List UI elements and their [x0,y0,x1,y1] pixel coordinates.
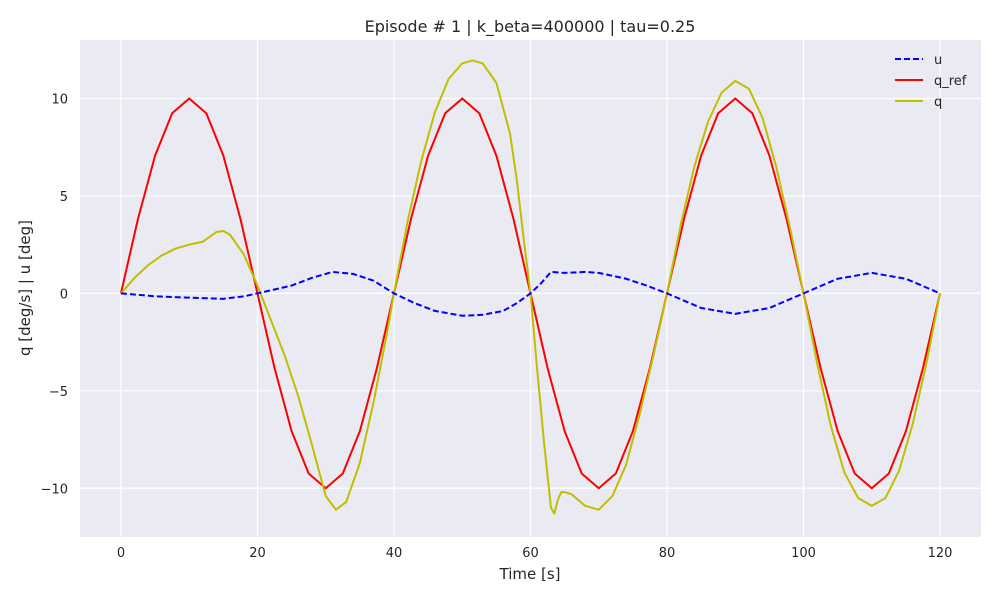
x-tick-label: 0 [117,546,125,561]
chart-title: Episode # 1 | k_beta=400000 | tau=0.25 [365,17,696,37]
y-tick-label: 10 [51,92,68,107]
legend-label-q-ref: q_ref [934,74,967,89]
series-layer [119,59,942,515]
x-tick-label: 80 [659,546,676,561]
y-tick-label: −5 [49,385,68,400]
x-tick-label: 40 [386,546,403,561]
series-line-q [120,59,942,515]
y-tick-label: 0 [60,287,68,302]
x-tick-label: 60 [522,546,539,561]
y-axis-label: q [deg/s] | u [deg] [16,220,34,356]
legend-label-q: q [934,95,942,110]
legend-label-u: u [934,53,942,68]
x-tick-label: 120 [928,546,953,561]
y-tick-labels: −10 −5 0 5 10 [41,92,68,497]
y-tick-label: 5 [60,190,68,205]
y-tick-label: −10 [41,482,68,497]
legend: u q_ref q [895,53,967,110]
x-tick-label: 100 [791,546,816,561]
series-line-u [120,270,941,317]
x-tick-labels: 0 20 40 60 80 100 120 [117,546,953,561]
x-axis-label: Time [s] [499,565,561,583]
x-tick-label: 20 [249,546,266,561]
